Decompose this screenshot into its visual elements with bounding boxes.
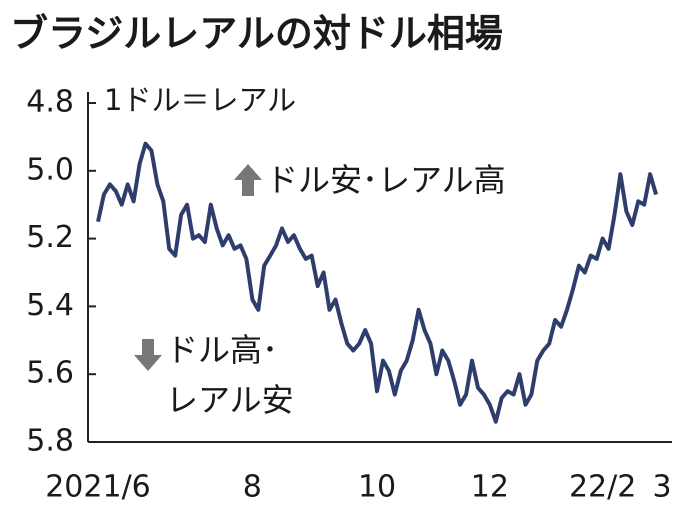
y-tick-label: 5.4 [26,288,74,323]
x-tick-label: 3 [652,470,671,505]
x-tick-label: 22/2 [569,470,636,505]
y-tick-label: 5.6 [26,356,74,391]
y-tick-label: 4.8 [26,85,74,120]
up-arrow [234,164,262,196]
x-tick-label: 2021/6 [45,470,151,505]
x-tick-label: 10 [358,470,396,505]
unit-note: 1ドル＝レアル [104,83,296,117]
x-tick-label: 12 [471,470,509,505]
annotation-down: レアル安 [166,381,294,419]
y-tick-label: 5.0 [26,152,74,187]
y-tick-label: 5.8 [26,424,74,459]
annotation-down: ドル高･ [166,331,278,369]
y-tick-label: 5.2 [26,220,74,255]
price-line [96,141,659,424]
chart-title: ブラジルレアルの対ドル相場 [10,12,503,56]
annotation-up: ドル安･レアル高 [266,161,506,199]
down-arrow [134,339,162,371]
x-tick-label: 8 [243,470,262,505]
